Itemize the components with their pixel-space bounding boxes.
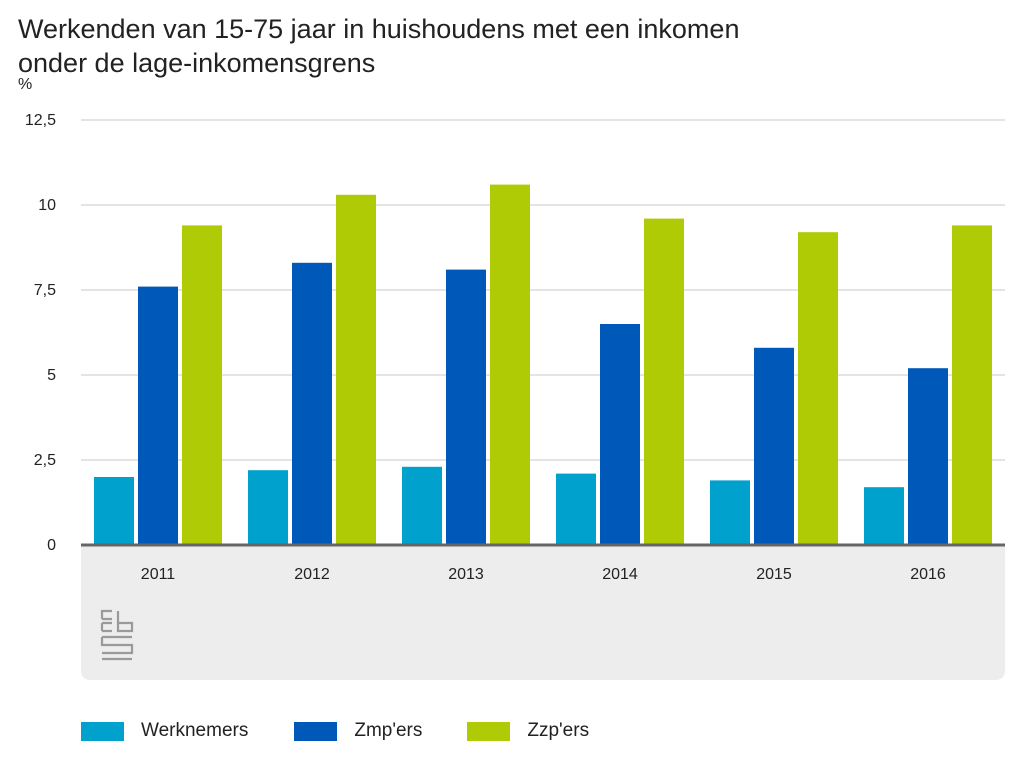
legend-label: Werknemers — [141, 720, 249, 741]
bar-werknemers-2015 — [710, 480, 750, 545]
bar-zmpers-2013 — [446, 269, 486, 545]
y-tick-label: 10 — [38, 197, 56, 214]
cbs-logo-icon — [100, 609, 134, 661]
bar-zzpers-2011 — [182, 225, 222, 545]
chart-title-line-1: Werkenden van 15-75 jaar in huishoudens … — [18, 14, 740, 44]
legend-swatch — [467, 721, 511, 741]
bar-chart: % 0 2,5 5 7,5 10 12,5 2011 2012 2013 2014 2015 2016 — [18, 76, 1005, 680]
bar-zmpers-2012 — [292, 262, 332, 545]
bar-werknemers-2013 — [402, 466, 442, 545]
legend-swatch — [294, 721, 338, 741]
x-tick-label: 2011 — [141, 566, 176, 583]
x-tick-label: 2013 — [448, 566, 484, 583]
legend-item: Zzp'ers — [467, 720, 589, 742]
y-tick-label: 2,5 — [34, 452, 56, 469]
x-tick-label: 2016 — [910, 566, 946, 583]
bar-zzpers-2012 — [336, 194, 376, 546]
legend-label: Zzp'ers — [527, 720, 590, 741]
chart-title: Werkenden van 15-75 jaar in huishoudens … — [18, 12, 918, 80]
y-tick-label: 0 — [47, 537, 56, 554]
legend-swatch — [81, 721, 124, 741]
bar-zmpers-2014 — [600, 324, 640, 545]
bar-zzpers-2016 — [952, 225, 992, 545]
legend-item: Werknemers — [81, 720, 248, 742]
legend: Werknemers Zmp'ers Zzp'ers — [81, 716, 634, 746]
bar-zzpers-2013 — [490, 184, 530, 545]
bar-zmpers-2015 — [754, 347, 794, 545]
bar-werknemers-2012 — [248, 470, 288, 545]
bar-werknemers-2014 — [556, 473, 596, 545]
x-axis-panel — [81, 545, 1005, 680]
y-tick-label: 7,5 — [34, 282, 56, 299]
y-axis-unit: % — [18, 76, 32, 93]
bar-werknemers-2011 — [94, 477, 134, 545]
y-tick-label: 12,5 — [25, 112, 56, 129]
legend-label: Zmp'ers — [354, 720, 423, 741]
x-tick-label: 2012 — [294, 566, 330, 583]
legend-item: Zmp'ers — [294, 720, 422, 742]
bar-zmpers-2016 — [908, 368, 948, 545]
bar-zzpers-2015 — [798, 232, 838, 545]
bar-zzpers-2014 — [644, 218, 684, 545]
x-tick-label: 2015 — [756, 566, 792, 583]
x-tick-label: 2014 — [602, 566, 638, 583]
y-tick-label: 5 — [47, 367, 56, 384]
bar-zmpers-2011 — [138, 286, 178, 545]
bar-werknemers-2016 — [864, 487, 904, 545]
chart-title-line-2: onder de lage-inkomensgrens — [18, 48, 376, 78]
